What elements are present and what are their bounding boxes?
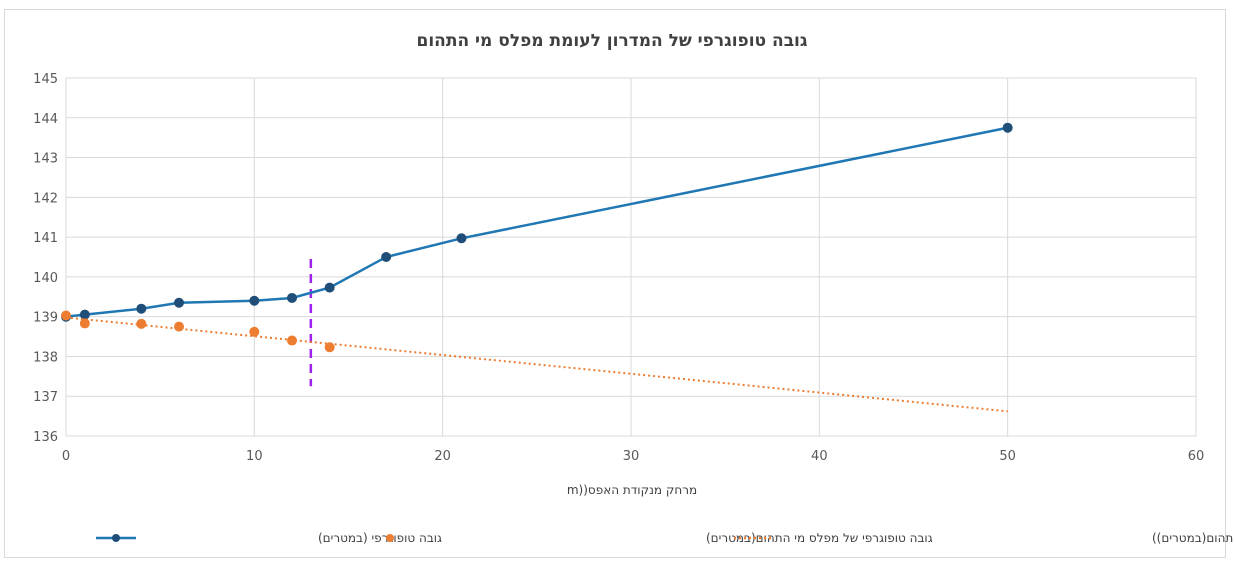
y-tick-label: 138 bbox=[33, 350, 58, 365]
legend-label: ליניארי (גובה טופוגרפי של מפלס מי התהום(… bbox=[1152, 531, 1234, 545]
series-2 bbox=[61, 310, 335, 353]
data-point bbox=[381, 252, 392, 262]
data-point bbox=[1002, 122, 1013, 133]
y-tick-label: 140 bbox=[33, 271, 58, 286]
chart-title: גובה טופוגרפי של המדרון לעומת מפלס מי הת… bbox=[416, 31, 807, 51]
data-point bbox=[324, 282, 335, 293]
legend-marker-symbol bbox=[112, 534, 120, 542]
x-tick-label: 60 bbox=[1188, 449, 1205, 464]
data-point bbox=[174, 297, 184, 308]
legend-label: גובה טופוגרפי (במטרים) bbox=[318, 531, 442, 545]
x-tick-label: 20 bbox=[434, 449, 451, 464]
chart-frame bbox=[4, 9, 1226, 558]
y-axis-ticks: 136 137 138 139 140 141 142 143 144 145 bbox=[33, 72, 58, 445]
x-tick-label: 10 bbox=[246, 449, 263, 464]
y-tick-label: 141 bbox=[33, 231, 58, 246]
data-point bbox=[287, 335, 297, 346]
y-tick-label: 142 bbox=[33, 191, 58, 206]
legend-item: גובה טופוגרפי (במטרים) bbox=[96, 531, 442, 545]
data-point bbox=[249, 326, 260, 337]
x-tick-label: 30 bbox=[623, 449, 640, 464]
legend-label: גובה טופוגרפי של מפלס מי התהום(במטרים) bbox=[706, 531, 933, 545]
legend-item: ליניארי (גובה טופוגרפי של מפלס מי התהום(… bbox=[734, 531, 1234, 545]
x-tick-label: 40 bbox=[811, 449, 828, 464]
x-tick-label: 50 bbox=[999, 449, 1016, 464]
series-1 bbox=[61, 122, 1013, 322]
legend: גובה טופוגרפי (במטרים) גובה טופוגרפי של מ… bbox=[96, 531, 1234, 545]
x-axis-ticks: 0 10 20 30 40 50 60 bbox=[62, 449, 1204, 464]
data-point bbox=[324, 342, 335, 353]
y-tick-label: 145 bbox=[33, 72, 58, 87]
y-tick-label: 137 bbox=[33, 390, 58, 405]
data-point bbox=[174, 321, 184, 332]
data-point bbox=[61, 310, 71, 321]
data-point bbox=[79, 309, 90, 320]
data-point bbox=[287, 292, 297, 303]
data-point bbox=[79, 318, 90, 329]
y-tick-label: 136 bbox=[33, 430, 58, 445]
data-point bbox=[136, 303, 147, 314]
x-tick-label: 0 bbox=[62, 449, 70, 464]
y-tick-label: 143 bbox=[33, 152, 58, 167]
series-layer bbox=[61, 122, 1013, 413]
grid bbox=[65, 77, 1197, 437]
legend-dot-symbol bbox=[386, 534, 394, 542]
y-tick-label: 139 bbox=[33, 311, 58, 326]
series-line bbox=[65, 126, 1008, 318]
y-tick-label: 144 bbox=[33, 112, 58, 127]
data-point bbox=[456, 233, 467, 244]
legend-item: גובה טופוגרפי של מפלס מי התהום(במטרים) bbox=[386, 531, 933, 545]
series-3 bbox=[65, 316, 1008, 413]
data-point bbox=[136, 318, 147, 329]
trendline bbox=[65, 316, 1008, 413]
x-axis-title: מרחק מנקודת האפס((m bbox=[567, 483, 697, 497]
data-point bbox=[249, 295, 260, 306]
